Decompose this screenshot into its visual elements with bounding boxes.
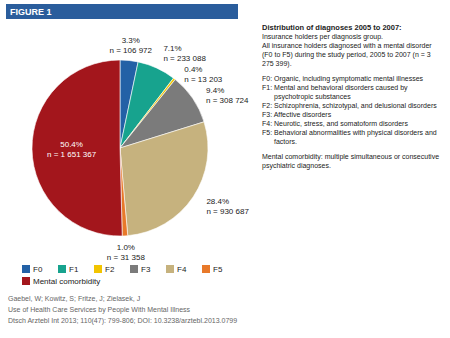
legend-swatch xyxy=(22,277,30,285)
figure-header xyxy=(6,4,238,19)
data-label: 9.4% xyxy=(206,86,224,95)
legend-swatch xyxy=(202,265,210,273)
count-label: n = 106 972 xyxy=(110,46,153,55)
legend-label: F3 xyxy=(141,265,151,274)
subtitle: Insurance holders per diagnosis group. xyxy=(262,33,383,41)
legend: F0 F1 F2 F3 F4 F5 Mental comorbidity xyxy=(22,265,223,286)
legend-label: F5 xyxy=(213,265,223,274)
annotation: F2: Schizophrenia, schizotypal, and delu… xyxy=(262,102,437,110)
legend-swatch xyxy=(166,265,174,273)
pie-slice xyxy=(120,122,208,236)
annotation: All insurance holders diagnosed with a m… xyxy=(262,42,432,68)
count-label: n = 308 724 xyxy=(206,96,249,105)
legend-label: Mental comorbidity xyxy=(33,277,100,286)
annotation: F3: Affective disorders xyxy=(262,111,332,118)
count-label: n = 31 358 xyxy=(107,253,146,262)
legend-label: F0 xyxy=(33,265,43,274)
data-label: 28.4% xyxy=(206,197,229,206)
data-label: 50.4% xyxy=(60,140,83,149)
data-labels: 3.3%n = 106 972 7.1%n = 233 088 0.4%n = 13… xyxy=(47,36,249,262)
data-label: 3.3% xyxy=(122,36,140,45)
legend-swatch xyxy=(58,265,66,273)
count-label: n = 13 203 xyxy=(184,75,223,84)
pie xyxy=(32,60,208,236)
data-label: 7.1% xyxy=(163,44,181,53)
legend-swatch xyxy=(94,265,102,273)
annotation: F4: Neurotic, stress, and somatoform dis… xyxy=(262,120,408,127)
legend-label: F2 xyxy=(105,265,115,274)
annotation: F0: Organic, including symptomatic menta… xyxy=(262,75,424,83)
chart: FIGURE 1 3.3%n = 106 972 7.1%n = 233 088 0.… xyxy=(0,0,450,338)
figure-label: FIGURE 1 xyxy=(10,7,52,17)
annotation: F1: Mental and behavioral disorders caus… xyxy=(262,84,408,101)
title: Distribution of diagnoses 2005 to 2007: xyxy=(262,23,402,32)
data-label: 0.4% xyxy=(184,65,202,74)
count-label: n = 233 088 xyxy=(163,54,206,63)
data-label: 1.0% xyxy=(117,243,135,252)
source: Dtsch Arztebl Int 2013; 110(47): 799-806… xyxy=(8,317,237,325)
legend-label: F1 xyxy=(69,265,79,274)
source: Use of Health Care Services by People Wi… xyxy=(8,306,191,314)
legend-swatch xyxy=(22,265,30,273)
annotation: Mental comorbidity: multiple simultaneou… xyxy=(262,153,439,170)
legend-swatch xyxy=(130,265,138,273)
legend-label: F4 xyxy=(177,265,187,274)
count-label: n = 1 651 367 xyxy=(47,150,97,159)
annotation: F5: Behavioral abnormalities with physic… xyxy=(262,129,437,145)
pie-slice xyxy=(32,60,122,236)
source: Gaebel, W; Kowitz, S; Fritze, J; Zielase… xyxy=(8,295,140,302)
count-label: n = 930 687 xyxy=(206,207,249,216)
